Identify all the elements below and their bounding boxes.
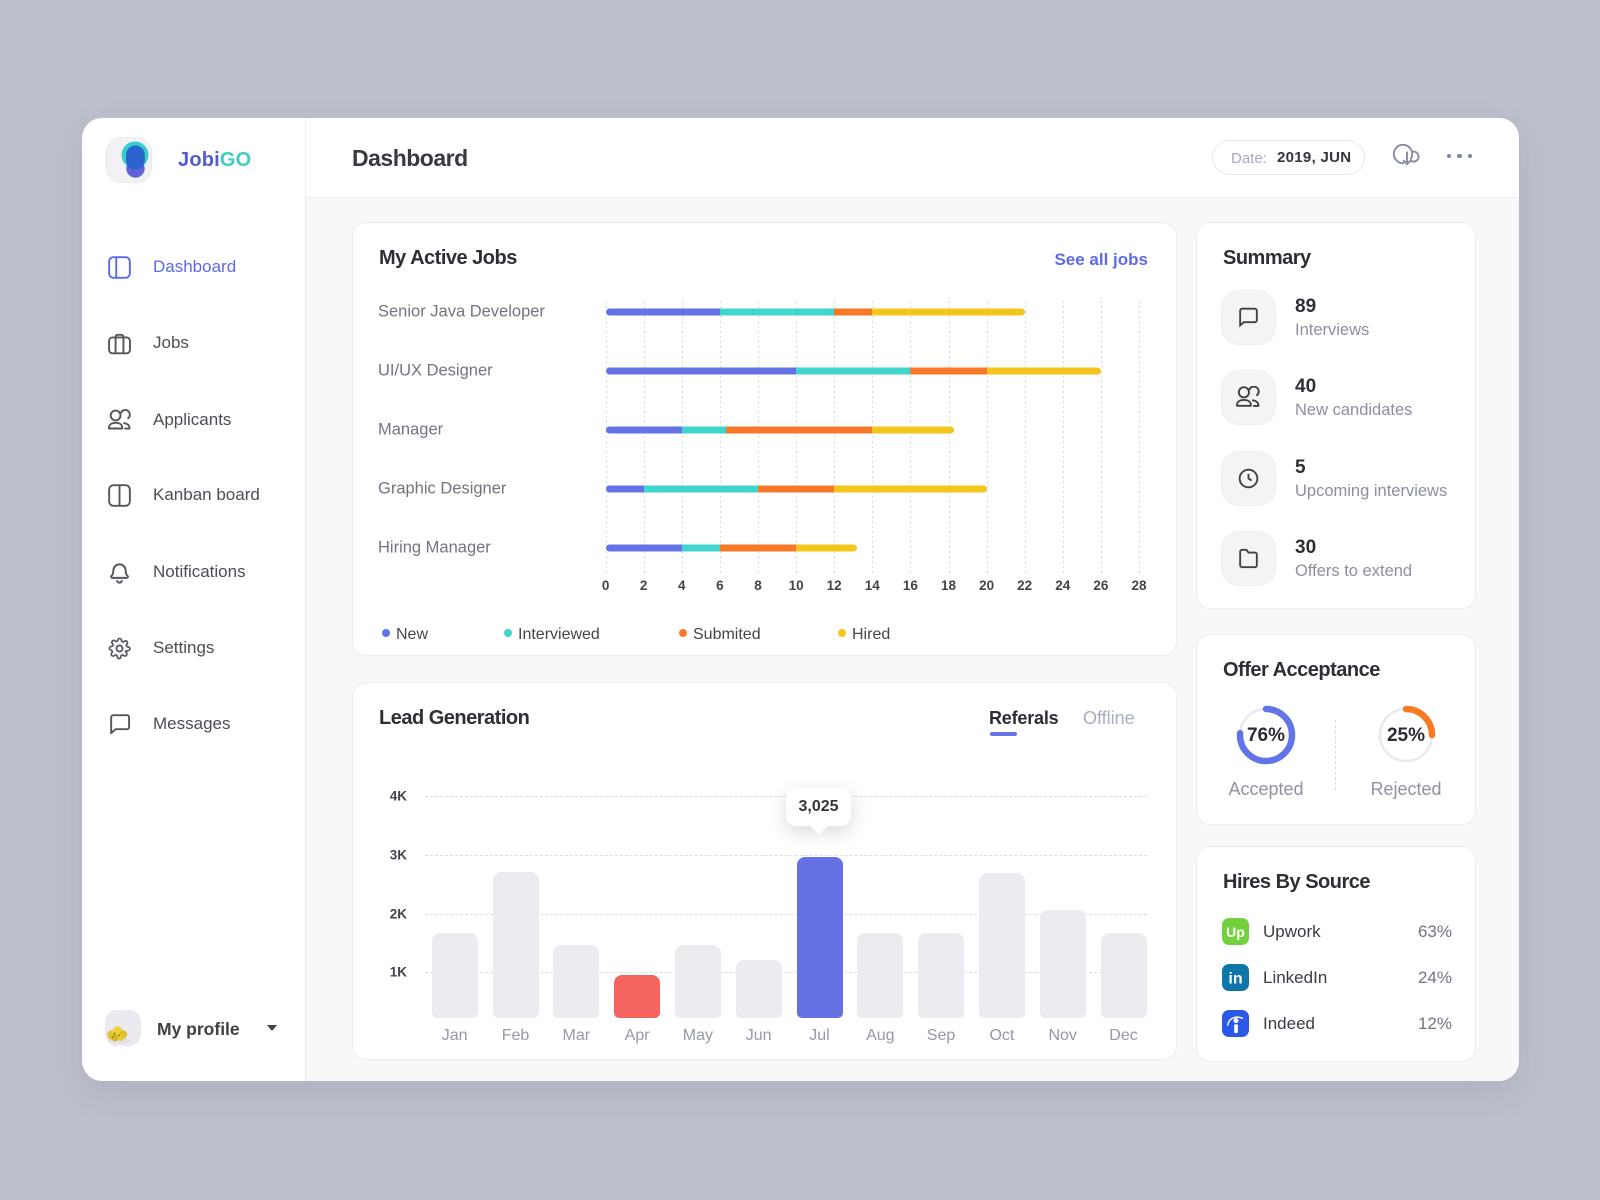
svg-text:in: in: [1228, 971, 1242, 988]
svg-text:Up: Up: [1226, 924, 1245, 940]
